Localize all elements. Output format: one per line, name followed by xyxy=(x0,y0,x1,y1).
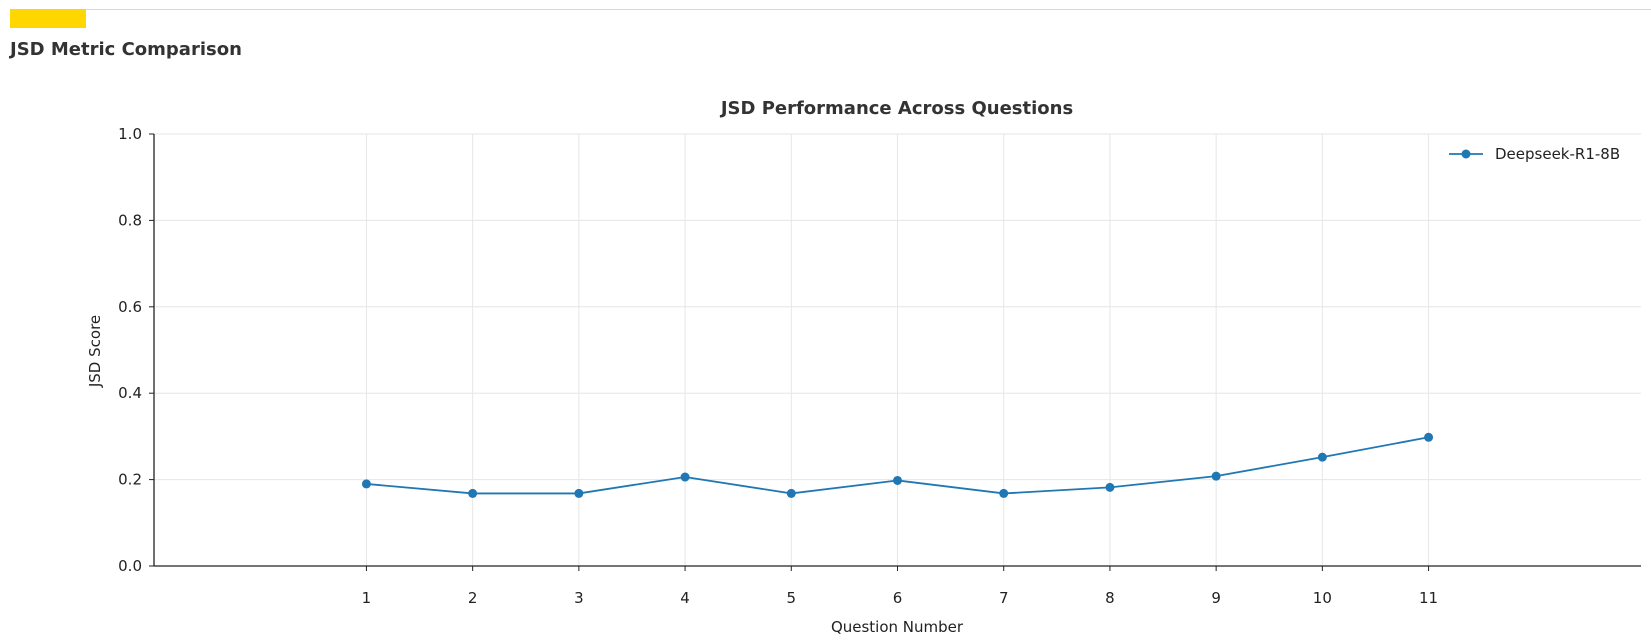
x-axis-label: Question Number xyxy=(831,618,964,636)
x-tick-label: 4 xyxy=(680,589,690,607)
x-tick-label: 9 xyxy=(1211,589,1221,607)
data-point xyxy=(361,479,371,489)
x-tick-label: 7 xyxy=(999,589,1009,607)
y-tick-label: 0.6 xyxy=(118,298,142,316)
y-tick-label: 1.0 xyxy=(118,125,142,143)
x-tick-label: 3 xyxy=(574,589,584,607)
y-tick-label: 0.8 xyxy=(118,211,142,229)
data-point xyxy=(1317,452,1327,462)
x-tick-label: 5 xyxy=(787,589,797,607)
y-tick-label: 0.0 xyxy=(118,557,142,575)
y-tick-label: 0.2 xyxy=(118,471,142,489)
series xyxy=(361,432,1434,498)
x-tick-label: 10 xyxy=(1313,589,1332,607)
data-point xyxy=(1105,482,1115,492)
data-point xyxy=(468,488,478,498)
x-tick-label: 8 xyxy=(1105,589,1115,607)
accent-bar xyxy=(10,9,86,28)
data-point xyxy=(893,475,902,485)
legend-label: Deepseek-R1-8B xyxy=(1495,145,1620,163)
x-tick-label: 2 xyxy=(468,589,478,607)
grid xyxy=(154,133,1641,567)
y-axis-label: JSD Score xyxy=(86,315,104,388)
x-tick-label: 6 xyxy=(893,589,903,607)
data-point xyxy=(1424,432,1434,442)
chart-title: JSD Performance Across Questions xyxy=(719,98,1073,119)
y-tick-label: 0.4 xyxy=(118,384,142,402)
x-tick-label: 11 xyxy=(1419,589,1438,607)
legend: Deepseek-R1-8B xyxy=(1449,145,1620,163)
ticks: 0.0 0.2 0.4 0.6 0.8 1.0 1 2 3 4 5 6 7 8 9 10 11 xyxy=(118,125,1438,607)
data-point xyxy=(680,472,690,482)
data-point xyxy=(786,488,796,498)
page-title: JSD Metric Comparison xyxy=(10,39,242,60)
data-point xyxy=(999,488,1009,498)
legend-marker xyxy=(1461,149,1471,159)
x-tick-label: 1 xyxy=(362,589,372,607)
data-point xyxy=(1211,471,1221,481)
top-rule xyxy=(10,9,1651,10)
data-point xyxy=(574,488,584,498)
